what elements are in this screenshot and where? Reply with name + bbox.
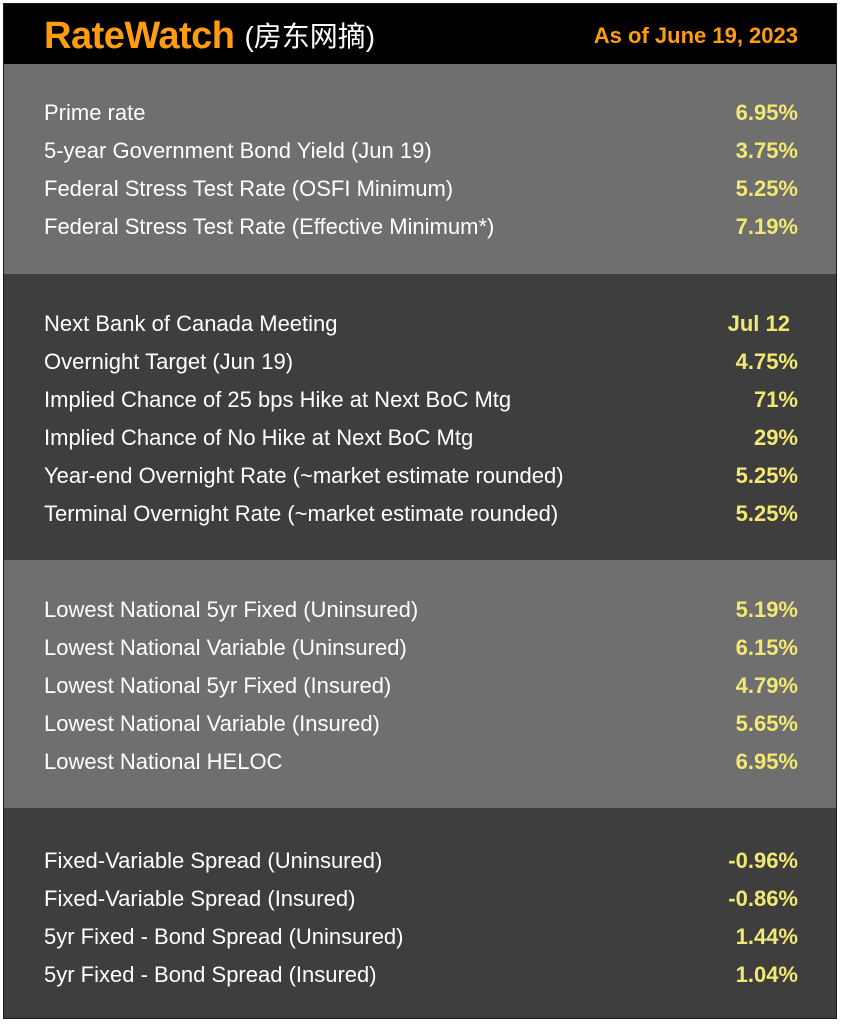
rate-label: Lowest National 5yr Fixed (Uninsured) bbox=[44, 597, 419, 622]
rate-row: 5-year Government Bond Yield (Jun 19) 3.… bbox=[44, 132, 798, 170]
rate-row: 5yr Fixed - Bond Spread (Insured) 1.04% bbox=[44, 956, 798, 994]
section-bank-of-canada: Next Bank of Canada Meeting Jul 12 Overn… bbox=[4, 274, 836, 560]
rate-row: Lowest National 5yr Fixed (Uninsured) 5.… bbox=[44, 591, 798, 629]
rate-value: 4.79% bbox=[735, 673, 798, 698]
rate-value: 3.75% bbox=[735, 138, 798, 163]
rate-value: Jul 12 bbox=[727, 311, 790, 336]
brand-name: RateWatch bbox=[44, 15, 235, 57]
rate-value: 6.15% bbox=[735, 635, 798, 660]
rate-label: Federal Stress Test Rate (Effective Mini… bbox=[44, 214, 495, 239]
rate-row: Lowest National Variable (Uninsured) 6.1… bbox=[44, 629, 798, 667]
header-bar: RateWatch (房东网摘) As of June 19, 2023 bbox=[4, 4, 836, 64]
rate-label: Implied Chance of No Hike at Next BoC Mt… bbox=[44, 425, 474, 450]
rate-label: Lowest National Variable (Uninsured) bbox=[44, 635, 407, 660]
rate-value: 5.65% bbox=[735, 711, 798, 736]
rate-row: Lowest National HELOC 6.95% bbox=[44, 743, 798, 781]
rate-label: Terminal Overnight Rate (~market estimat… bbox=[44, 501, 559, 526]
section-spreads: Fixed-Variable Spread (Uninsured) -0.96%… bbox=[4, 808, 836, 1018]
rate-row: Implied Chance of No Hike at Next BoC Mt… bbox=[44, 419, 798, 457]
section-rates-overview: Prime rate 6.95% 5-year Government Bond … bbox=[4, 64, 836, 274]
rate-label: Next Bank of Canada Meeting bbox=[44, 311, 338, 336]
rate-row: Terminal Overnight Rate (~market estimat… bbox=[44, 495, 798, 533]
rate-row: Fixed-Variable Spread (Insured) -0.86% bbox=[44, 880, 798, 918]
rate-row: Federal Stress Test Rate (OSFI Minimum) … bbox=[44, 170, 798, 208]
ratewatch-card: RateWatch (房东网摘) As of June 19, 2023 Prim… bbox=[3, 3, 837, 1019]
rate-row: Year-end Overnight Rate (~market estimat… bbox=[44, 457, 798, 495]
rate-value: -0.96% bbox=[728, 848, 798, 873]
rate-label: Federal Stress Test Rate (OSFI Minimum) bbox=[44, 176, 454, 201]
rate-row: Prime rate 6.95% bbox=[44, 94, 798, 132]
section-lowest-national-rates: Lowest National 5yr Fixed (Uninsured) 5.… bbox=[4, 560, 836, 808]
rate-value: 4.75% bbox=[735, 349, 798, 374]
rate-label: Overnight Target (Jun 19) bbox=[44, 349, 294, 374]
rate-label: Lowest National HELOC bbox=[44, 749, 283, 774]
brand-title: RateWatch (房东网摘) bbox=[44, 14, 375, 58]
rate-value: 6.95% bbox=[735, 100, 798, 125]
rate-row: Federal Stress Test Rate (Effective Mini… bbox=[44, 208, 798, 246]
rate-row: Next Bank of Canada Meeting Jul 12 bbox=[44, 305, 798, 343]
rate-label: 5yr Fixed - Bond Spread (Insured) bbox=[44, 962, 377, 987]
rate-row: Overnight Target (Jun 19) 4.75% bbox=[44, 343, 798, 381]
rate-label: Year-end Overnight Rate (~market estimat… bbox=[44, 463, 564, 488]
rate-value: 5.25% bbox=[735, 176, 798, 201]
rate-row: Fixed-Variable Spread (Uninsured) -0.96% bbox=[44, 842, 798, 880]
rate-value: 5.25% bbox=[735, 463, 798, 488]
rate-value: 5.25% bbox=[735, 501, 798, 526]
rate-value: 29% bbox=[753, 425, 798, 450]
rate-value: 7.19% bbox=[735, 214, 798, 239]
rate-label: Implied Chance of 25 bps Hike at Next Bo… bbox=[44, 387, 512, 412]
brand-subtitle: (房东网摘) bbox=[244, 21, 376, 52]
rate-label: 5-year Government Bond Yield (Jun 19) bbox=[44, 138, 432, 163]
rate-value: 1.04% bbox=[735, 962, 798, 987]
rate-label: Lowest National Variable (Insured) bbox=[44, 711, 380, 736]
rate-row: Lowest National Variable (Insured) 5.65% bbox=[44, 705, 798, 743]
rate-value: 71% bbox=[753, 387, 798, 412]
rate-value: 6.95% bbox=[735, 749, 798, 774]
rate-value: -0.86% bbox=[728, 886, 798, 911]
rate-label: 5yr Fixed - Bond Spread (Uninsured) bbox=[44, 924, 404, 949]
rate-row: Lowest National 5yr Fixed (Insured) 4.79… bbox=[44, 667, 798, 705]
rate-label: Fixed-Variable Spread (Insured) bbox=[44, 886, 356, 911]
as-of-date: As of June 19, 2023 bbox=[593, 23, 798, 48]
rate-value: 1.44% bbox=[735, 924, 798, 949]
rate-label: Fixed-Variable Spread (Uninsured) bbox=[44, 848, 383, 873]
rate-row: 5yr Fixed - Bond Spread (Uninsured) 1.44… bbox=[44, 918, 798, 956]
rate-value: 5.19% bbox=[735, 597, 798, 622]
rate-row: Implied Chance of 25 bps Hike at Next Bo… bbox=[44, 381, 798, 419]
rate-label: Prime rate bbox=[44, 100, 146, 125]
rate-label: Lowest National 5yr Fixed (Insured) bbox=[44, 673, 392, 698]
